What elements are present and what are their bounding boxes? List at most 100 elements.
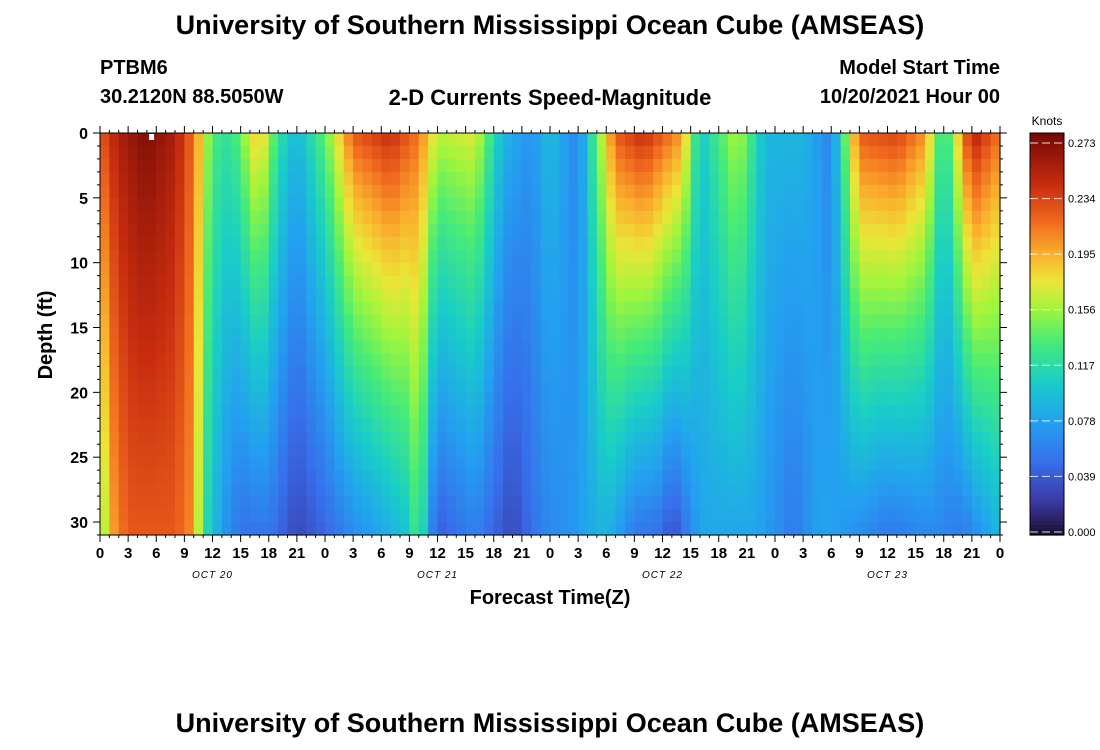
heatmap-cell [578, 431, 589, 445]
heatmap-cell [484, 405, 495, 419]
heatmap-cell [503, 133, 514, 147]
heatmap-cell [662, 340, 673, 355]
heatmap-cell [493, 509, 504, 523]
heatmap-cell [353, 145, 364, 160]
heatmap-cell [615, 340, 626, 355]
heatmap-cell [662, 314, 673, 329]
heatmap-cell [878, 210, 889, 225]
heatmap-cell [503, 483, 514, 497]
heatmap-cell [662, 223, 673, 238]
heatmap-cell [109, 366, 120, 380]
heatmap-cell [512, 197, 523, 212]
heatmap-cell [578, 392, 589, 406]
heatmap-cell [109, 405, 120, 419]
heatmap-cell [906, 496, 917, 510]
heatmap-cell [109, 509, 120, 523]
heatmap-cell [456, 366, 467, 380]
heatmap-cell [259, 340, 270, 355]
heatmap-cell [334, 392, 345, 406]
heatmap-cell [953, 184, 964, 199]
heatmap-cell [934, 353, 945, 368]
heatmap-cell [221, 301, 232, 316]
heatmap-cell [334, 405, 345, 419]
heatmap-cell [343, 418, 354, 432]
heatmap-cell [821, 223, 832, 238]
heatmap-cell [193, 184, 204, 199]
heatmap-cell [362, 223, 373, 238]
heatmap-cell [943, 392, 954, 406]
heatmap-cell [240, 496, 251, 510]
colorbar-segment [1030, 183, 1064, 188]
heatmap-cell [550, 158, 560, 173]
heatmap-cell [175, 483, 185, 497]
heatmap-cell [259, 457, 270, 471]
heatmap-cell [118, 210, 129, 225]
heatmap-cell [756, 418, 767, 432]
heatmap-cell [962, 236, 973, 251]
x-tick-label: 12 [879, 545, 896, 562]
heatmap-cell [484, 470, 495, 484]
colorbar-segment [1030, 320, 1064, 325]
heatmap-cell [662, 158, 673, 173]
heatmap-cell [212, 171, 223, 186]
heatmap-cell [353, 470, 364, 484]
heatmap-cell [540, 223, 551, 238]
heatmap-cell [465, 184, 476, 199]
heatmap-cell [231, 288, 242, 303]
colorbar-segment [1030, 136, 1064, 141]
heatmap-cell [390, 197, 401, 212]
heatmap-cell [325, 236, 335, 251]
heatmap-cell [306, 340, 317, 355]
heatmap-cell [634, 496, 645, 510]
heatmap-cell [493, 171, 504, 186]
heatmap-cell [990, 171, 1001, 186]
heatmap-cell [550, 275, 560, 290]
heatmap-cell [765, 470, 776, 484]
heatmap-cell [746, 392, 757, 406]
model-start-value: 10/20/2021 Hour 00 [819, 86, 1000, 108]
heatmap-cell [662, 133, 673, 147]
heatmap-cell [606, 418, 617, 432]
heatmap-cell [568, 158, 579, 173]
heatmap-cell [812, 158, 823, 173]
heatmap-cell [906, 444, 917, 458]
heatmap-cell [128, 444, 139, 458]
heatmap-cell [671, 379, 682, 393]
heatmap-cell [568, 457, 579, 471]
heatmap-cell [878, 418, 889, 432]
heatmap-cell [746, 288, 757, 303]
heatmap-cell [156, 262, 167, 277]
heatmap-cell [381, 171, 392, 186]
heatmap-cell [681, 340, 692, 355]
heatmap-cell [840, 509, 851, 523]
heatmap-cell [859, 418, 870, 432]
heatmap-cell [943, 431, 954, 445]
heatmap-cell [709, 210, 720, 225]
heatmap-cell [531, 210, 542, 225]
heatmap-cell [643, 509, 654, 523]
heatmap-cell [859, 249, 870, 264]
heatmap-cell [278, 145, 289, 160]
heatmap-cell [793, 379, 804, 393]
heatmap-cell [793, 405, 804, 419]
heatmap-cell [821, 133, 832, 147]
heatmap-cell [737, 133, 748, 147]
heatmap-cell [868, 249, 879, 264]
x-tick-label: 12 [429, 545, 446, 562]
heatmap-cell [203, 184, 214, 199]
heatmap-cell [184, 171, 195, 186]
heatmap-cell [315, 496, 326, 510]
heatmap-cell [868, 145, 879, 160]
heatmap-cell [606, 366, 617, 380]
heatmap-cell [803, 418, 814, 432]
heatmap-cell [146, 457, 157, 471]
heatmap-cell [475, 470, 485, 484]
heatmap-cell [409, 340, 420, 355]
heatmap-cell [971, 457, 982, 471]
heatmap-cell [981, 405, 992, 419]
heatmap-cell [296, 288, 307, 303]
heatmap-cell [812, 431, 823, 445]
heatmap-cell [878, 379, 889, 393]
heatmap-cell [521, 470, 532, 484]
heatmap-cell [493, 275, 504, 290]
